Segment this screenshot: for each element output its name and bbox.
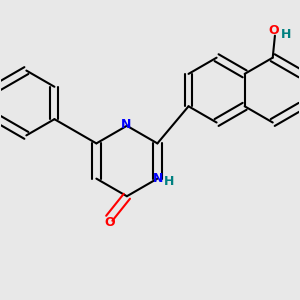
- Text: H: H: [281, 28, 291, 41]
- Text: O: O: [268, 24, 279, 37]
- Text: O: O: [104, 216, 115, 229]
- Text: N: N: [121, 118, 131, 131]
- Text: H: H: [164, 176, 175, 188]
- Text: N: N: [153, 172, 164, 185]
